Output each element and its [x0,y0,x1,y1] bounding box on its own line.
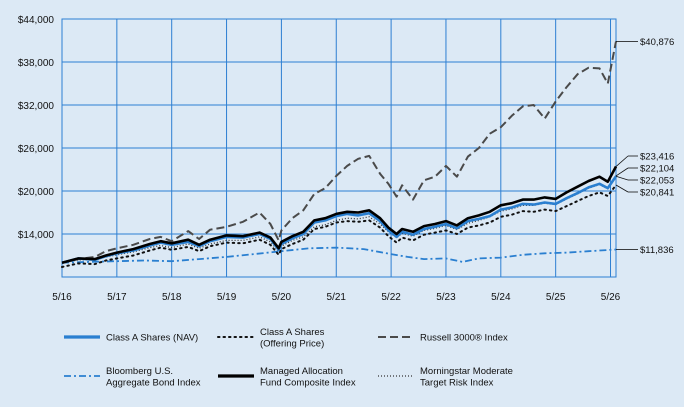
end-value-label: $40,876 [640,37,674,48]
end-value-label: $11,836 [640,245,674,256]
y-tick-label: $38,000 [18,58,55,69]
end-label-leader [615,175,629,181]
series-line [61,165,618,264]
end-label-leader [615,167,629,177]
y-tick-label: $20,000 [18,187,55,198]
legend-label: (Offering Price) [260,339,324,350]
legend-label: Target Risk Index [420,378,494,389]
x-tick-label: 5/16 [52,292,72,303]
x-tick-label: 5/18 [162,292,182,303]
legend-label: Managed Allocation [260,366,343,377]
legend-label: Russell 3000® Index [420,333,508,344]
plot-frame [61,18,617,278]
legend-label: Aggregate Bond Index [106,378,201,389]
legend-label: Fund Composite Index [260,378,356,389]
legend-label: Morningstar Moderate [420,366,513,377]
y-tick-label: $32,000 [18,101,55,112]
y-tick-label: $26,000 [18,144,55,155]
x-tick-label: 5/26 [601,292,621,303]
x-tick-label: 5/21 [327,292,347,303]
series-line [61,175,618,264]
x-tick-label: 5/25 [546,292,566,303]
legend-label: Bloomberg U.S. [106,366,173,377]
end-value-label: $22,053 [640,176,674,187]
x-tick-label: 5/22 [381,292,401,303]
x-tick-label: 5/20 [272,292,292,303]
series-line [61,184,617,268]
end-label-leader [615,155,629,167]
end-value-label: $22,104 [640,164,674,175]
series-line [61,246,617,264]
series-line [61,175,617,264]
x-tick-label: 5/17 [107,292,127,303]
legend-label: Class A Shares [260,327,325,338]
x-tick-label: 5/24 [491,292,511,303]
x-tick-label: 5/23 [436,292,456,303]
x-tick-label: 5/19 [217,292,237,303]
y-tick-label: $44,000 [18,15,55,26]
y-tick-label: $14,000 [18,230,55,241]
end-value-label: $20,841 [640,188,674,199]
series-line [61,41,617,264]
legend-label: Class A Shares (NAV) [106,333,198,344]
end-label-leader [615,184,629,193]
end-value-label: $23,416 [640,152,674,163]
